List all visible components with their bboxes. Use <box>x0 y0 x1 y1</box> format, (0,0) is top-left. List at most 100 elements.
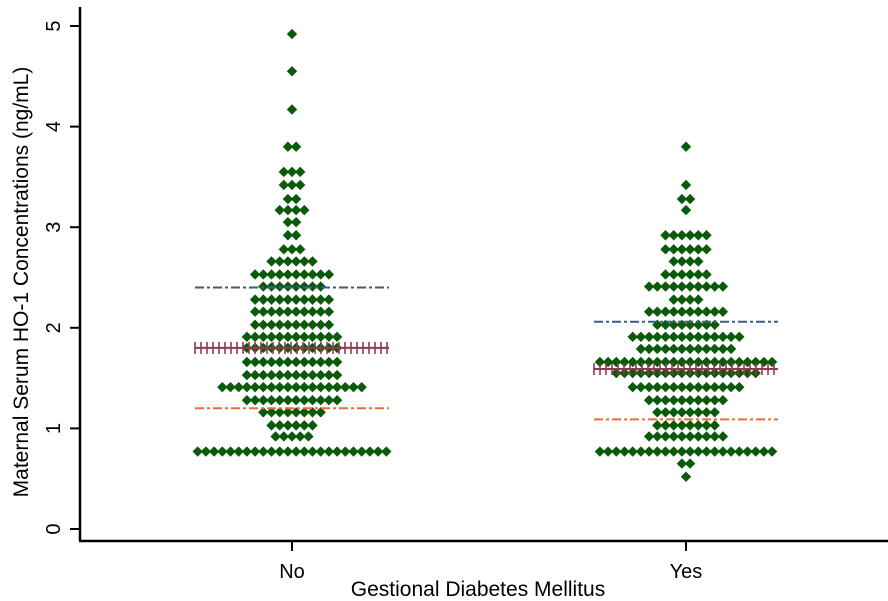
data-point <box>635 446 647 457</box>
data-point <box>315 356 326 368</box>
data-point <box>266 294 277 305</box>
data-point <box>200 446 212 457</box>
data-point <box>652 446 663 457</box>
data-point <box>684 294 696 305</box>
data-point <box>299 420 310 431</box>
data-point <box>676 281 688 292</box>
data-point <box>331 356 343 368</box>
data-point <box>315 319 326 330</box>
data-point <box>282 294 294 305</box>
data-point <box>660 356 671 368</box>
data-point <box>643 331 655 343</box>
data-point <box>323 381 335 393</box>
data-point <box>258 356 269 368</box>
data-point <box>635 356 647 368</box>
data-point <box>315 331 326 343</box>
data-point <box>734 446 745 457</box>
data-point <box>266 269 277 280</box>
data-point <box>643 306 655 317</box>
data-point <box>278 244 289 255</box>
data-point <box>278 179 289 191</box>
data-point <box>290 193 302 205</box>
data-point <box>282 356 294 368</box>
data-point <box>323 356 335 368</box>
data-point <box>208 446 220 457</box>
data-point <box>668 256 679 267</box>
data-point <box>643 367 655 379</box>
data-point <box>286 166 298 178</box>
data-point <box>660 331 671 343</box>
data-point <box>266 395 277 406</box>
data-point <box>693 256 704 267</box>
data-point <box>652 356 663 368</box>
data-point <box>676 420 688 431</box>
data-point <box>290 319 302 330</box>
data-point <box>717 395 729 406</box>
data-point <box>635 343 647 355</box>
data-point <box>643 395 655 406</box>
data-point <box>299 395 310 406</box>
data-point <box>701 281 712 292</box>
data-point <box>668 244 679 255</box>
data-point <box>627 356 638 368</box>
data-point <box>734 381 745 393</box>
data-point <box>734 356 745 368</box>
data-point <box>258 319 269 330</box>
data-point <box>643 281 655 292</box>
data-point <box>701 420 712 431</box>
data-point <box>307 356 318 368</box>
data-point <box>299 381 310 393</box>
data-point <box>299 331 310 343</box>
data-point <box>266 420 277 431</box>
data-point <box>299 319 310 330</box>
data-point <box>676 446 688 457</box>
data-point <box>249 331 261 343</box>
data-point <box>701 244 712 255</box>
data-point <box>635 381 647 393</box>
data-point <box>282 269 294 280</box>
data-point <box>372 446 384 457</box>
data-point <box>340 446 351 457</box>
data-point <box>693 367 704 379</box>
data-point <box>693 294 704 305</box>
data-point <box>299 204 310 216</box>
data-point <box>668 367 679 379</box>
data-point <box>668 420 679 431</box>
data-point <box>676 256 688 267</box>
data-point <box>684 331 696 343</box>
data-point <box>299 281 310 292</box>
data-point <box>676 230 688 241</box>
data-point <box>684 420 696 431</box>
data-point <box>693 431 704 442</box>
data-point <box>331 381 343 393</box>
data-point <box>295 179 306 191</box>
data-point <box>660 244 671 255</box>
data-point <box>693 446 704 457</box>
data-point <box>643 343 655 355</box>
data-point <box>643 446 655 457</box>
data-point <box>680 471 692 482</box>
data-point <box>717 281 729 292</box>
data-point <box>627 381 638 393</box>
data-point <box>307 446 318 457</box>
data-point <box>307 294 318 305</box>
data-point <box>668 331 679 343</box>
data-point <box>701 230 712 241</box>
data-point <box>668 446 679 457</box>
data-point <box>660 446 671 457</box>
data-point <box>676 343 688 355</box>
data-point <box>680 179 692 191</box>
data-point <box>258 269 269 280</box>
data-point <box>635 367 647 379</box>
data-point <box>668 294 679 305</box>
data-point <box>315 294 326 305</box>
data-point <box>282 446 294 457</box>
y-axis-ticks: 0 1 2 3 4 5 <box>43 20 80 535</box>
data-point <box>725 367 737 379</box>
y-axis-label: Maternal Serum HO-1 Concentrations (ng/m… <box>10 67 33 498</box>
y-tick-label: 5 <box>43 20 65 31</box>
data-point <box>282 193 294 205</box>
data-point <box>323 306 335 317</box>
data-point <box>225 381 236 393</box>
data-point <box>307 256 318 267</box>
